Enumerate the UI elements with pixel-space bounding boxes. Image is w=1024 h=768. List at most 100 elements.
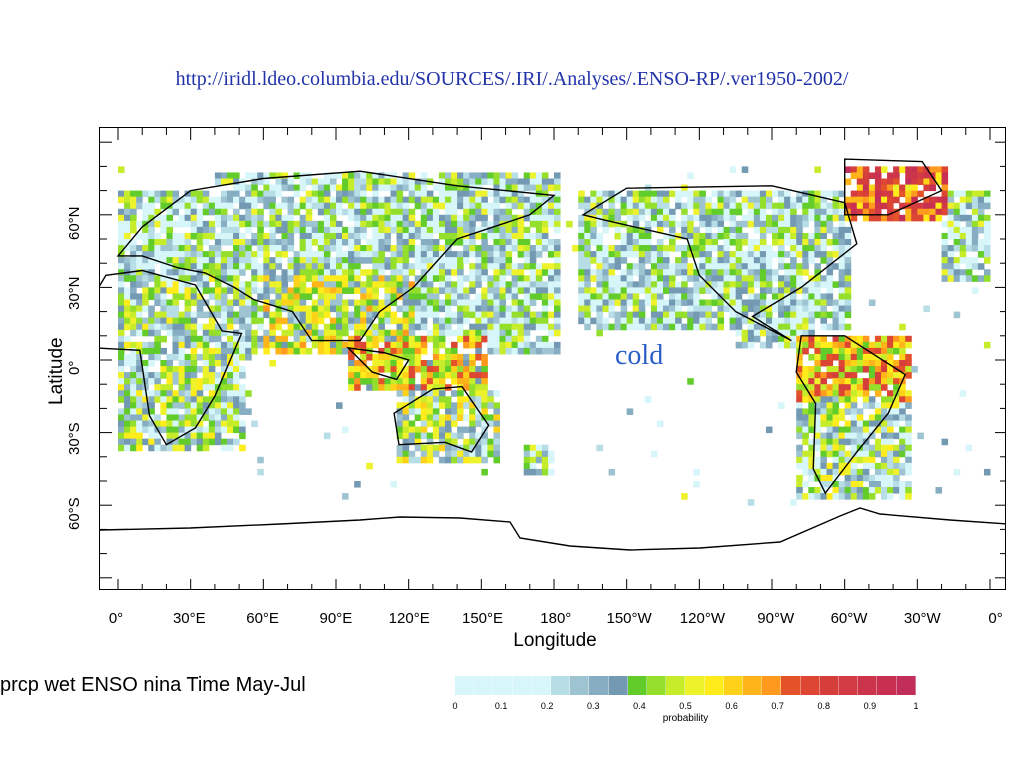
- probability-cell: [463, 214, 470, 222]
- probability-cell: [759, 299, 767, 307]
- probability-cell: [971, 239, 979, 246]
- probability-cell: [699, 311, 706, 319]
- probability-cell: [547, 196, 555, 204]
- probability-cell: [384, 287, 391, 294]
- probability-cell: [214, 172, 222, 179]
- probability-cell: [632, 281, 640, 288]
- probability-cell: [711, 239, 718, 246]
- probability-cell: [263, 293, 270, 300]
- probability-cell: [287, 202, 295, 210]
- probability-cell: [790, 275, 797, 282]
- probability-cell: [366, 257, 373, 264]
- probability-cell: [838, 372, 846, 379]
- probability-cell: [523, 214, 531, 222]
- probability-cell: [438, 220, 446, 228]
- probability-cell: [160, 408, 167, 415]
- probability-cell: [251, 190, 258, 198]
- probability-cell: [269, 323, 276, 331]
- probability-cell: [269, 311, 276, 319]
- probability-cell: [469, 456, 476, 464]
- probability-cell: [602, 317, 609, 325]
- probability-cell: [420, 293, 428, 300]
- probability-cell: [796, 305, 803, 313]
- probability-cell: [354, 281, 361, 288]
- probability-cell: [735, 263, 743, 270]
- probability-cell: [233, 172, 240, 179]
- probability-cell: [735, 251, 743, 258]
- probability-cell: [475, 366, 482, 373]
- probability-cell: [844, 450, 852, 458]
- probability-cell: [517, 263, 525, 270]
- probability-cell: [178, 420, 186, 428]
- probability-cell: [687, 263, 694, 270]
- probability-cell: [505, 245, 513, 252]
- probability-cell: [917, 178, 924, 186]
- probability-cell: [257, 335, 264, 343]
- probability-cell: [626, 190, 634, 198]
- probability-cell: [959, 214, 967, 222]
- probability-cell: [336, 184, 343, 192]
- probability-cell: [626, 196, 634, 204]
- probability-cell: [681, 202, 688, 210]
- probability-cell: [887, 402, 894, 409]
- probability-cell: [523, 208, 531, 216]
- probability-cell: [753, 317, 761, 325]
- probability-cell: [862, 432, 870, 440]
- probability-cell: [844, 468, 852, 476]
- probability-cell: [438, 414, 446, 421]
- probability-cell: [208, 196, 216, 204]
- colorbar-swatch: [570, 676, 590, 695]
- probability-cell: [136, 372, 143, 379]
- probability-cell: [414, 444, 422, 452]
- probability-cell: [832, 366, 840, 373]
- probability-cell: [535, 323, 543, 331]
- probability-cell: [844, 214, 852, 222]
- probability-cell: [493, 305, 500, 313]
- probability-cell: [747, 281, 755, 288]
- probability-cell: [838, 414, 846, 421]
- probability-cell: [965, 257, 973, 264]
- probability-cell: [529, 251, 537, 258]
- probability-cell: [596, 281, 603, 288]
- probability-cell: [445, 263, 452, 270]
- probability-cell: [227, 263, 234, 270]
- probability-cell: [802, 323, 809, 331]
- probability-cell: [796, 335, 803, 343]
- probability-cell: [457, 311, 464, 319]
- probability-cell: [142, 378, 149, 385]
- probability-cell: [511, 311, 519, 319]
- probability-cell: [438, 202, 446, 210]
- probability-cell: [233, 269, 240, 276]
- probability-cell: [820, 347, 827, 355]
- probability-cell: [874, 184, 882, 192]
- probability-cell: [784, 341, 791, 349]
- probability-cell: [547, 287, 555, 294]
- probability-cell: [753, 275, 761, 282]
- probability-cell: [675, 305, 682, 313]
- probability-cell: [632, 239, 640, 246]
- probability-cell: [366, 293, 373, 300]
- probability-cell: [378, 172, 385, 179]
- probability-cell: [469, 323, 476, 331]
- probability-cell: [517, 184, 525, 192]
- probability-cell: [323, 281, 331, 288]
- probability-cell: [772, 293, 779, 300]
- probability-cell: [329, 184, 337, 192]
- probability-cell: [420, 287, 428, 294]
- probability-cell: [899, 468, 906, 476]
- probability-cell: [445, 178, 452, 186]
- probability-cell: [475, 384, 482, 391]
- probability-cell: [535, 335, 543, 343]
- probability-cell: [596, 311, 603, 319]
- probability-cell: [396, 251, 404, 258]
- probability-cell: [493, 202, 500, 210]
- probability-cell: [178, 372, 186, 379]
- probability-cell: [118, 196, 125, 204]
- probability-cell: [390, 287, 398, 294]
- probability-cell: [220, 402, 228, 409]
- probability-cell: [281, 220, 289, 228]
- probability-cell: [390, 335, 398, 343]
- probability-cell: [136, 432, 143, 440]
- probability-cell: [305, 208, 313, 216]
- probability-cell: [299, 275, 307, 282]
